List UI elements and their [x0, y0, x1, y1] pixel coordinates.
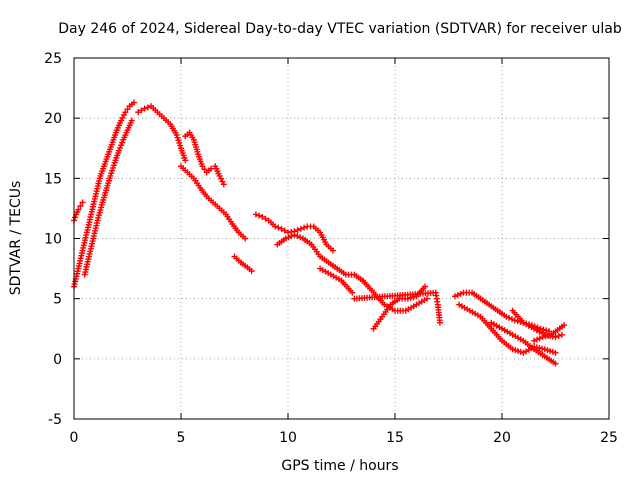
data-point [272, 223, 279, 230]
data-point [534, 324, 541, 331]
data-point [115, 147, 122, 154]
data-points [71, 99, 568, 367]
data-point [262, 215, 269, 222]
data-point [144, 104, 151, 111]
data-point [77, 203, 84, 210]
y-tick-label: 15 [44, 171, 62, 187]
x-tick-label: 25 [600, 430, 618, 446]
y-axis-label: SDTVAR / TECUs [8, 181, 24, 296]
data-point [436, 319, 443, 326]
data-point [517, 318, 524, 325]
data-point [349, 289, 356, 296]
data-point [201, 166, 208, 173]
data-point [135, 109, 142, 116]
y-tick-label: 10 [44, 232, 62, 248]
data-point [285, 234, 292, 241]
x-tick-label: 10 [279, 430, 297, 446]
data-point [531, 337, 538, 344]
data-point [561, 322, 568, 329]
y-tick-label: 25 [44, 51, 62, 67]
data-point [256, 212, 263, 219]
data-point [552, 360, 559, 367]
data-point [546, 328, 553, 335]
data-point [248, 267, 255, 274]
data-point [259, 213, 266, 220]
y-tick-label: -5 [48, 412, 62, 428]
data-point [207, 165, 214, 172]
data-point [424, 295, 431, 302]
data-point [141, 105, 148, 112]
data-point [508, 316, 515, 323]
data-point [282, 235, 289, 242]
data-point [220, 181, 227, 188]
data-point [79, 199, 86, 206]
data-point [545, 332, 552, 339]
data-point [128, 117, 135, 124]
data-point [537, 325, 544, 332]
data-point [506, 314, 513, 321]
data-point [130, 99, 137, 106]
data-point [252, 211, 259, 218]
x-tick-label: 5 [177, 430, 186, 446]
data-point [242, 235, 249, 242]
tick-labels: 0 5 10 15 20 25 -5 0 5 10 15 20 25 [44, 51, 618, 446]
data-point [533, 336, 540, 343]
data-point [421, 283, 428, 290]
data-point [281, 227, 288, 234]
data-point [291, 231, 298, 238]
data-point [329, 247, 336, 254]
data-point [543, 327, 550, 334]
data-point [72, 214, 79, 221]
data-point [124, 106, 131, 113]
data-point [511, 317, 518, 324]
x-tick-label: 0 [70, 430, 79, 446]
data-point [138, 107, 145, 114]
data-point [552, 334, 559, 341]
axes [73, 57, 610, 420]
data-point [539, 334, 546, 341]
data-point [117, 144, 124, 151]
data-point [122, 109, 129, 116]
data-point [294, 227, 301, 234]
data-point [540, 326, 547, 333]
data-point [297, 234, 304, 241]
data-point [294, 233, 301, 240]
y-tick-label: 20 [44, 111, 62, 127]
x-axis-label: GPS time / hours [281, 458, 398, 474]
chart-title: Day 246 of 2024, Sidereal Day-to-day VTE… [58, 21, 622, 37]
data-point [301, 224, 308, 231]
data-point [457, 290, 464, 297]
data-point [199, 163, 206, 170]
y-tick-label: 0 [53, 352, 62, 368]
data-point [536, 335, 543, 342]
x-tick-label: 20 [493, 430, 511, 446]
data-point [288, 233, 295, 240]
data-point [275, 224, 282, 231]
data-point [451, 293, 458, 300]
data-point [119, 139, 126, 146]
data-point [555, 332, 562, 339]
data-point [118, 142, 125, 149]
data-point [297, 225, 304, 232]
data-point [278, 225, 285, 232]
x-tick-label: 15 [386, 430, 404, 446]
data-point [454, 292, 461, 299]
data-point [75, 206, 82, 213]
data-point [552, 349, 559, 356]
y-tick-label: 5 [53, 292, 62, 308]
data-point [182, 157, 189, 164]
data-point [503, 313, 510, 320]
data-point [542, 333, 549, 340]
data-point [558, 331, 565, 338]
grid-lines [74, 58, 609, 419]
